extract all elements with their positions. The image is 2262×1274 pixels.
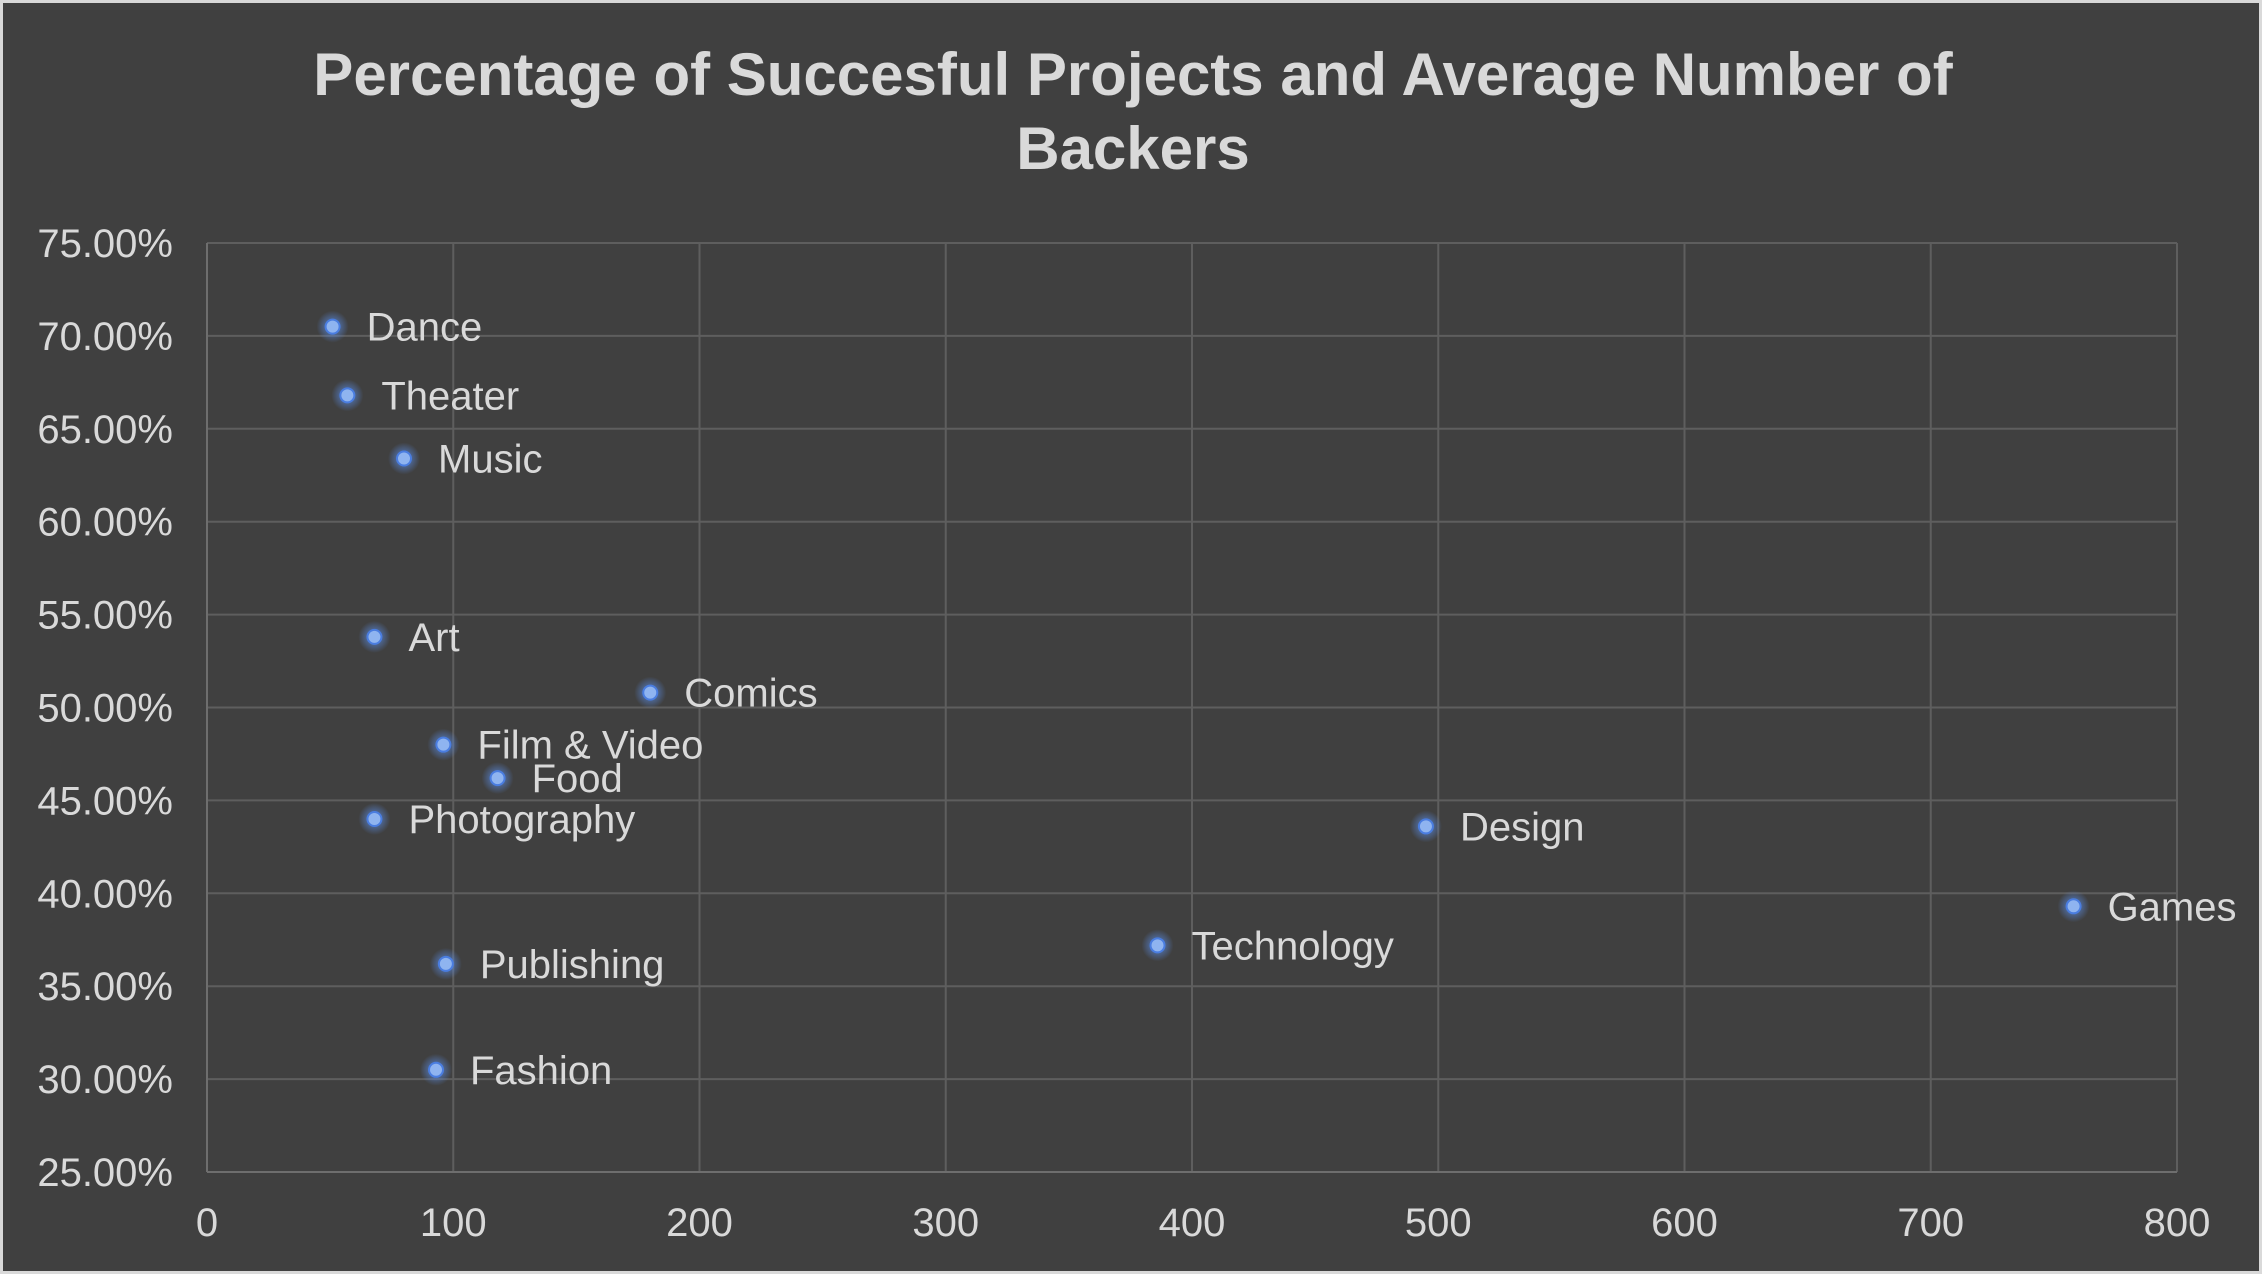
tick-labels: 25.00% 30.00% 35.00% 40.00% 45.00% 50.00% 55.0… (37, 222, 2210, 1245)
data-point-group: Technology (1141, 924, 1394, 968)
y-tick-label: 35.00% (37, 965, 173, 1009)
y-tick-label: 75.00% (37, 222, 173, 266)
data-label: Music (438, 438, 542, 482)
y-tick-label: 45.00% (37, 779, 173, 823)
y-tick-label: 50.00% (37, 687, 173, 731)
data-point (489, 770, 506, 787)
data-point-group: Fashion (420, 1049, 612, 1093)
data-point (1149, 937, 1166, 954)
y-tick-label: 25.00% (37, 1151, 173, 1195)
data-label: Fashion (470, 1049, 612, 1093)
x-tick-label: 600 (1651, 1201, 1718, 1245)
data-label: Art (408, 616, 459, 660)
data-point-group: Games (2057, 885, 2237, 929)
data-point (428, 1061, 445, 1078)
y-tick-label: 60.00% (37, 501, 173, 545)
scatter-chart: Percentage of Succesful Projects and Ave… (37, 41, 2237, 1245)
data-point (2065, 898, 2082, 915)
x-tick-label: 400 (1159, 1201, 1226, 1245)
y-tick-label: 65.00% (37, 408, 173, 452)
data-label: Publishing (480, 943, 665, 987)
x-tick-label: 200 (666, 1201, 733, 1245)
data-point-group: Design (1409, 805, 1585, 849)
data-point-group: Food (481, 757, 623, 801)
data-point (366, 810, 383, 827)
data-label: Technology (1192, 924, 1394, 968)
y-tick-label: 55.00% (37, 594, 173, 638)
data-point-group: Comics (634, 672, 818, 716)
data-point (1417, 818, 1434, 835)
x-tick-label: 100 (420, 1201, 487, 1245)
data-label: Dance (367, 306, 483, 350)
y-tick-label: 40.00% (37, 872, 173, 916)
y-tick-label: 30.00% (37, 1058, 173, 1102)
chart-title-line-2: Backers (1016, 115, 1250, 182)
data-point (366, 628, 383, 645)
x-tick-label: 0 (196, 1201, 218, 1245)
data-point-group: Music (388, 438, 542, 482)
data-point (435, 736, 452, 753)
data-point (437, 955, 454, 972)
data-point (339, 387, 356, 404)
x-tick-label: 500 (1405, 1201, 1472, 1245)
data-points: Dance Theater Music Art Comics Film & VideoFo… (316, 306, 2237, 1093)
data-point-group: Dance (316, 306, 483, 350)
data-label: Games (2108, 885, 2237, 929)
data-label: Design (1460, 805, 1585, 849)
data-label: Comics (684, 672, 817, 716)
chart-title-line-1: Percentage of Succesful Projects and Ave… (313, 41, 1953, 108)
y-tick-label: 70.00% (37, 315, 173, 359)
data-label: Theater (381, 374, 519, 418)
axes (206, 243, 2177, 1173)
data-label: Photography (408, 798, 635, 842)
data-point-group: Film & Video (427, 724, 703, 768)
x-tick-label: 700 (1897, 1201, 1964, 1245)
data-point-group: Photography (358, 798, 635, 842)
data-point-group: Publishing (429, 943, 665, 987)
data-label: Food (532, 757, 623, 801)
data-point-group: Art (358, 616, 460, 660)
data-point (642, 684, 659, 701)
x-tick-label: 300 (912, 1201, 979, 1245)
data-label: Film & Video (477, 724, 703, 768)
data-point-group: Theater (331, 374, 519, 418)
data-point (396, 450, 412, 467)
data-point (324, 318, 341, 335)
x-tick-label: 800 (2144, 1201, 2211, 1245)
